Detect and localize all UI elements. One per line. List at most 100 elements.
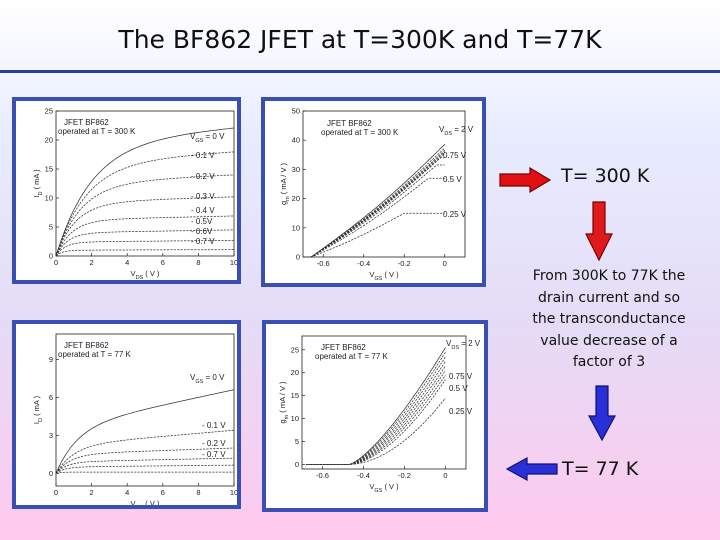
y-tick-label: 0: [295, 460, 299, 469]
y-tick-label: 5: [49, 223, 53, 232]
chart-gm-vgs-77k: -0.6 -0.4 -0.2 0 0 5 10 15 20 25 VGS ( V ) gm ( mA …: [262, 320, 488, 512]
x-tick-label: 0: [54, 258, 58, 267]
legend-title: JFET BF862: [64, 118, 109, 127]
y-tick-label: 5: [295, 437, 299, 446]
x-tick-label: 2: [90, 258, 94, 267]
x-tick-label: -0.6: [316, 471, 329, 480]
y-tick-label: 25: [45, 107, 53, 116]
series-line: [306, 360, 446, 465]
series-line: [307, 144, 446, 258]
chart-id-vds-300k: 0 2 4 6 8 10 0 5 10 15 20 25 VDS ( V ) ID ( mA ) JFET …: [12, 97, 241, 284]
series-label: - 0.4 V: [191, 206, 215, 215]
series-line: [55, 174, 235, 257]
x-tick-label: 10: [230, 258, 237, 267]
legend-title: JFET BF862: [64, 341, 109, 350]
y-tick-label: 0: [49, 469, 53, 478]
plot-frame: [55, 333, 235, 487]
series-label: 0.25 V: [443, 210, 467, 219]
x-axis-label: VGS ( V ): [369, 270, 399, 282]
slide-title: The BF862 JFET at T=300K and T=77K: [118, 25, 602, 54]
series-label: - 0.5V: [191, 217, 213, 226]
series-line: [307, 151, 446, 258]
description-line: drain current and so: [537, 289, 681, 306]
y-tick-label: 15: [291, 391, 299, 400]
y-tick-label: 0: [296, 253, 300, 262]
y-tick-label: 20: [45, 136, 53, 145]
x-tick-label: 0: [54, 488, 58, 497]
series-label: 0.25 V: [449, 407, 473, 416]
series-label: 0.5 V: [449, 384, 468, 393]
plot-frame: [55, 110, 235, 257]
y-tick-label: 50: [292, 107, 300, 116]
description-text: From 300K to 77K the drain current and s…: [508, 266, 710, 374]
x-tick-label: 2: [90, 488, 94, 497]
series-label: - 0.3 V: [191, 192, 215, 201]
description-line: From 300K to 77K the: [532, 268, 686, 284]
legend-subtitle: operated at T = 77 K: [58, 350, 132, 359]
y-tick-label: 10: [45, 194, 53, 203]
y-axis-label: gm ( mA / V ): [278, 381, 290, 424]
series-label: - 0.7 V: [191, 237, 215, 246]
x-tick-label: -0.4: [357, 259, 370, 268]
series-label: - 0.1 V: [191, 151, 215, 160]
legend-subtitle: operated at T = 77 K: [315, 352, 389, 361]
x-tick-label: -0.2: [398, 471, 411, 480]
y-tick-label: 15: [45, 165, 53, 174]
chart-gm-vgs-77k-svg: -0.6 -0.4 -0.2 0 0 5 10 15 20 25 VGS ( V ) gm ( mA …: [278, 335, 481, 494]
series-label: VDS = 2 V: [439, 125, 474, 137]
series-line: [55, 127, 235, 257]
chart-id-vds-77k-svg: 0 2 4 6 8 10 0 3 6 9 VDS ( V ) ID ( mA ) JFET BF862o…: [32, 333, 237, 505]
series-line: [306, 379, 446, 465]
chart-gm-vgs-300k: -0.6 -0.4 -0.2 0 0 10 20 30 40 50 VGS ( V ) gm ( mA…: [261, 97, 486, 287]
annotation-300k: T= 300 K: [561, 165, 650, 187]
y-tick-label: 25: [291, 345, 299, 354]
series-line: [55, 464, 234, 474]
series-line: [306, 347, 446, 465]
down-arrow-icon-red: [585, 201, 613, 262]
y-axis-label: ID ( mA ): [32, 169, 44, 198]
y-tick-label: 0: [49, 252, 53, 261]
x-tick-label: 8: [196, 488, 200, 497]
series-line: [306, 351, 446, 465]
series-line: [55, 429, 235, 474]
series-line: [55, 471, 234, 474]
legend-subtitle: operated at T = 300 K: [321, 128, 399, 137]
series-line: [55, 389, 235, 474]
series-line: [55, 229, 234, 257]
series-line: [307, 149, 446, 258]
title-rule: [0, 70, 720, 73]
y-axis-label: ID ( mA ): [32, 395, 44, 424]
chart-id-vds-77k: 0 2 4 6 8 10 0 3 6 9 VDS ( V ) ID ( mA ) JFET BF862o…: [12, 320, 241, 509]
series-line: [55, 239, 235, 257]
x-tick-label: -0.6: [317, 259, 330, 268]
series-line: [306, 374, 446, 465]
series-label: VDS = 2 V: [446, 339, 481, 351]
series-line: [307, 177, 445, 258]
legend-title: JFET BF862: [327, 119, 372, 128]
y-tick-label: 30: [292, 165, 300, 174]
x-axis-label: VGS ( V ): [369, 482, 399, 494]
y-tick-label: 40: [292, 136, 300, 145]
series-line: [307, 164, 445, 258]
x-axis-label: VDS ( V ): [131, 499, 160, 505]
series-line: [55, 457, 235, 474]
annotation-77k: T= 77 K: [562, 458, 639, 480]
series-line: [307, 157, 445, 258]
series-label: - 0.2 V: [191, 172, 215, 181]
series-label: VGS = 0 V: [190, 132, 225, 144]
y-tick-label: 20: [292, 194, 300, 203]
series-line: [55, 249, 234, 257]
series-label: - 0.7 V: [202, 450, 226, 459]
series-line: [55, 447, 235, 474]
legend-title: JFET BF862: [321, 343, 366, 352]
plot-frame: [302, 110, 466, 258]
series-line: [55, 151, 235, 257]
x-axis-label: VDS ( V ): [131, 269, 160, 280]
series-label: - 0.6V: [191, 227, 213, 236]
x-tick-label: 4: [125, 258, 129, 267]
series-label: 0.75 V: [449, 372, 473, 381]
chart-id-vds-300k-svg: 0 2 4 6 8 10 0 5 10 15 20 25 VDS ( V ) ID ( mA ) JFET …: [32, 107, 237, 281]
y-tick-label: 20: [291, 368, 299, 377]
y-tick-label: 3: [49, 431, 53, 440]
series-line: [55, 196, 235, 257]
